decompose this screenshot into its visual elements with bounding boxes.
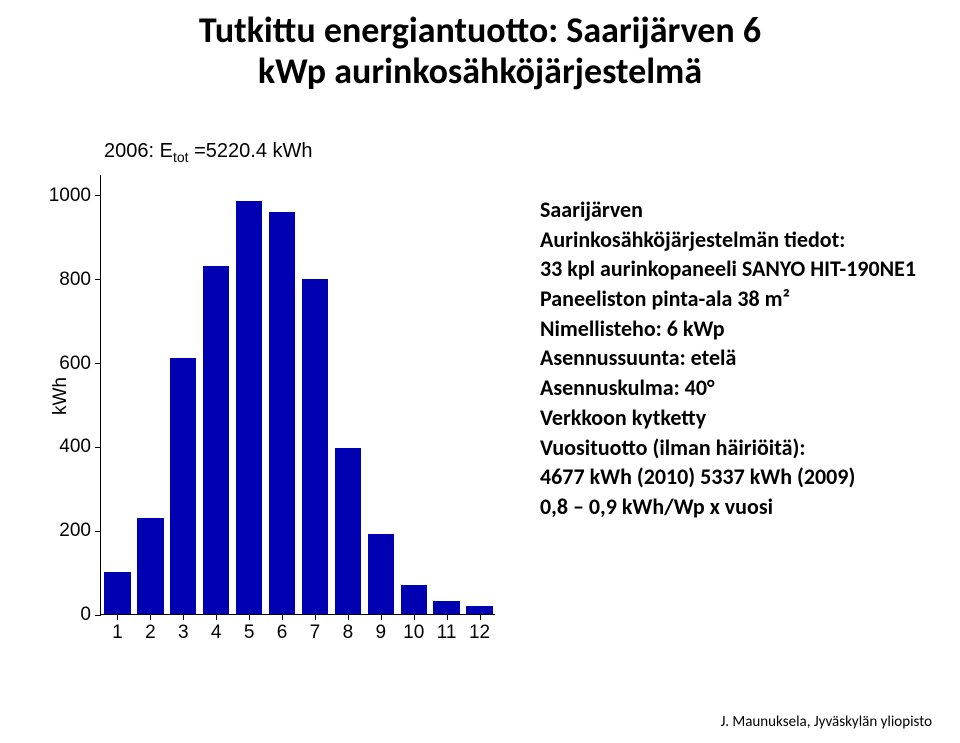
title-line-2: kWp aurinkosähköjärjestelmä	[0, 51, 960, 92]
chart-title: 2006: Etot =5220.4 kWh	[104, 140, 313, 165]
x-tick-label: 7	[310, 614, 321, 644]
plot-area: 02004006008001000123456789101112	[100, 175, 495, 615]
bar	[433, 601, 459, 614]
bar	[466, 606, 492, 614]
bar-chart: 02004006008001000123456789101112 kWh	[40, 165, 515, 675]
bar	[302, 279, 328, 614]
y-tick-label: 1000	[49, 185, 101, 207]
y-tick-label: 600	[59, 353, 101, 375]
y-tick-label: 400	[59, 436, 101, 458]
info-line: Asennussuunta: etelä	[540, 343, 940, 373]
x-tick-label: 8	[343, 614, 354, 644]
info-line: Nimellisteho: 6 kWp	[540, 314, 940, 344]
bar	[236, 201, 262, 614]
y-tick-label: 0	[80, 604, 101, 626]
title-line-1: Tutkittu energiantuotto: Saarijärven 6	[0, 10, 960, 51]
info-line: Aurinkosähköjärjestelmän tiedot:	[540, 225, 940, 255]
bar	[170, 358, 196, 614]
slide-title: Tutkittu energiantuotto: Saarijärven 6 k…	[0, 10, 960, 93]
bar	[104, 572, 130, 614]
info-line: 0,8 – 0,9 kWh/Wp x vuosi	[540, 492, 940, 522]
x-tick-label: 2	[145, 614, 156, 644]
bar	[269, 212, 295, 614]
info-line: Asennuskulma: 40°	[540, 373, 940, 403]
x-tick-label: 3	[178, 614, 189, 644]
x-tick-label: 10	[403, 614, 424, 644]
x-tick-label: 11	[437, 614, 457, 644]
bar	[401, 585, 427, 614]
x-tick-label: 6	[277, 614, 288, 644]
x-tick-label: 4	[211, 614, 222, 644]
x-tick-label: 9	[375, 614, 386, 644]
info-line: Paneeliston pinta-ala 38 m²	[540, 284, 940, 314]
info-line: 33 kpl aurinkopaneeli SANYO HIT-190NE1	[540, 254, 940, 284]
chart-title-sub: tot	[173, 149, 189, 165]
chart-title-suffix: =5220.4 kWh	[189, 140, 313, 162]
y-axis-label: kWh	[50, 377, 72, 415]
y-tick-label: 200	[59, 520, 101, 542]
bar	[368, 534, 394, 614]
info-line: Vuosituotto (ilman häiriöitä):	[540, 433, 940, 463]
bar	[203, 266, 229, 614]
info-panel: SaarijärvenAurinkosähköjärjestelmän tied…	[540, 195, 940, 522]
y-tick-label: 800	[59, 269, 101, 291]
slide: Tutkittu energiantuotto: Saarijärven 6 k…	[0, 0, 960, 743]
footer-text: J. Maunuksela, Jyväskylän yliopisto	[721, 713, 932, 731]
x-tick-label: 1	[112, 614, 123, 644]
x-tick-label: 12	[469, 614, 490, 644]
x-tick-label: 5	[244, 614, 255, 644]
chart-title-prefix: 2006: E	[104, 140, 173, 162]
bar	[335, 448, 361, 614]
info-line: 4677 kWh (2010) 5337 kWh (2009)	[540, 462, 940, 492]
bar	[137, 518, 163, 614]
info-line: Saarijärven	[540, 195, 940, 225]
info-line: Verkkoon kytketty	[540, 403, 940, 433]
